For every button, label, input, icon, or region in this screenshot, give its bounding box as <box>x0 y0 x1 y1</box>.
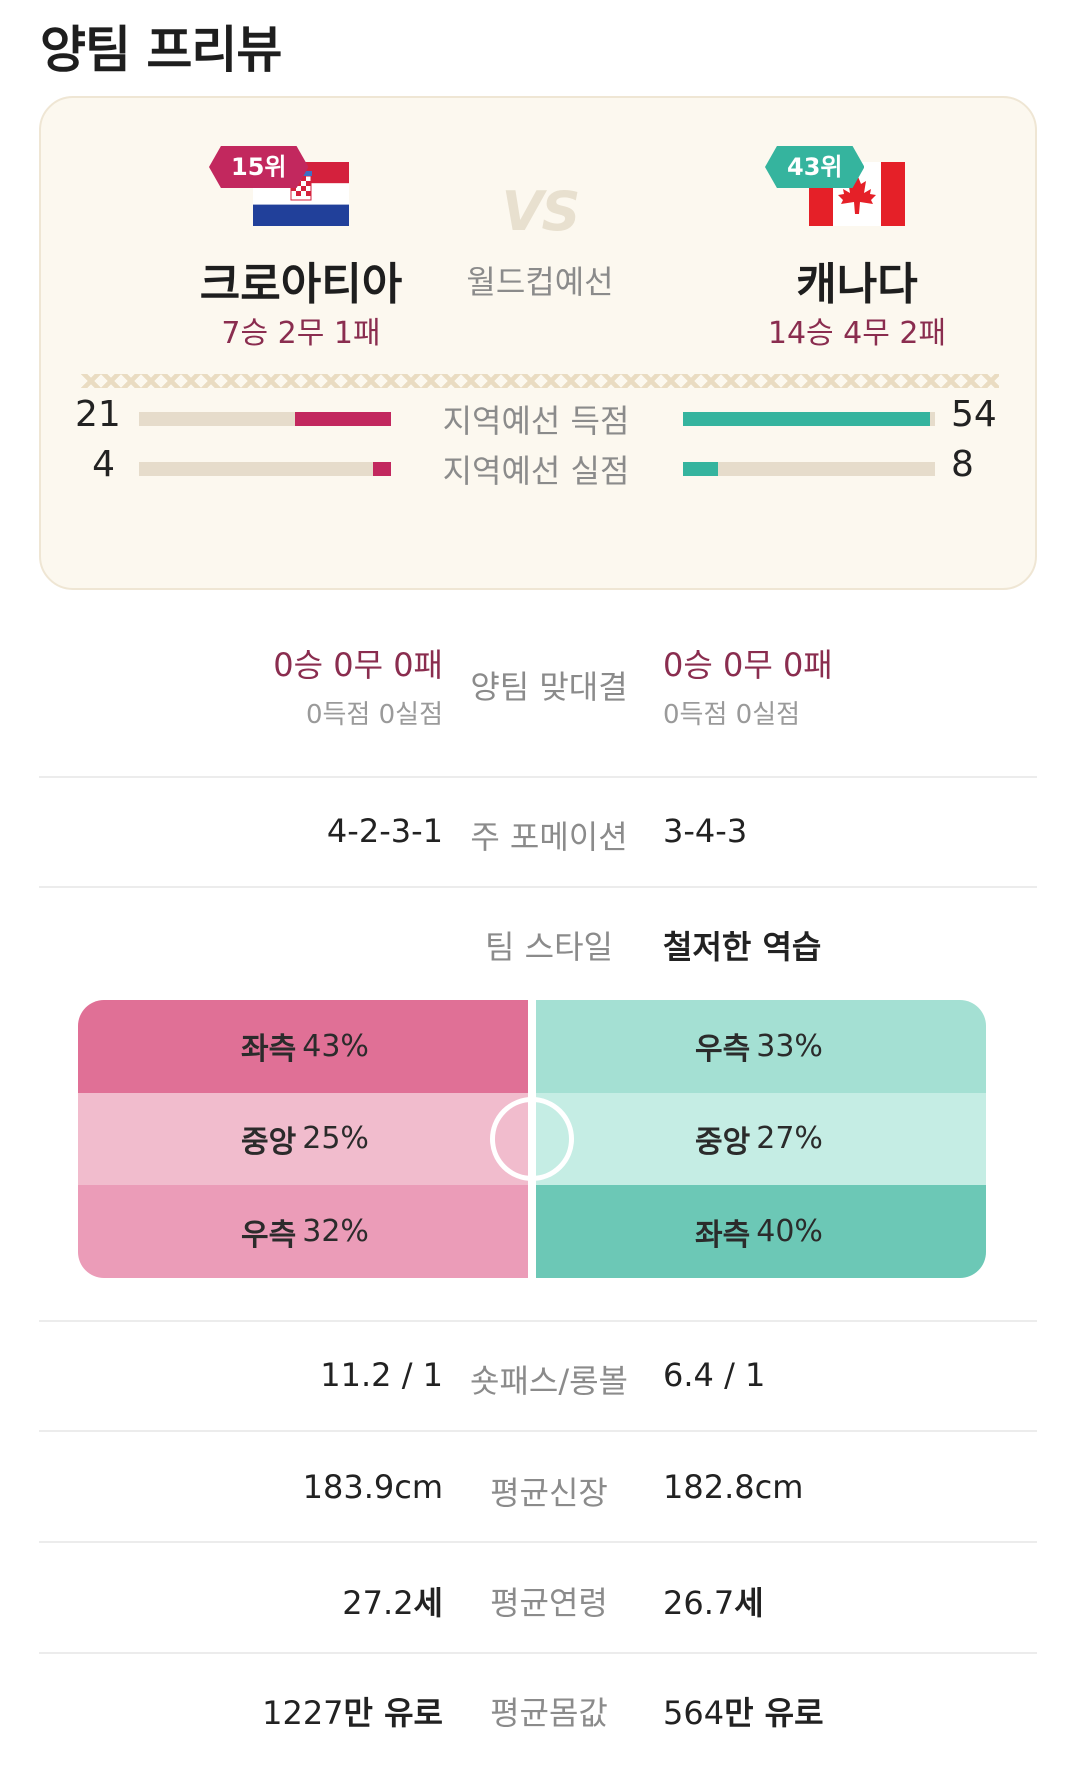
home-goals-against: 4 <box>92 444 115 485</box>
home-zone: 좌측 43% <box>78 1000 532 1093</box>
home-h2h-record: 0승 0무 0패 <box>273 646 443 684</box>
divider-pattern <box>81 374 999 388</box>
away-avg-value: 564만 유로 <box>663 1694 824 1732</box>
home-attack-zones: 좌측 43% 중앙 25% 우측 32% <box>78 1000 532 1278</box>
away-formation: 3-4-3 <box>663 812 748 850</box>
pass-ratio-label: 숏패스/롱볼 <box>470 1362 628 1400</box>
away-h2h-goals: 0득점 0실점 <box>663 700 801 730</box>
match-card: 15위 <box>39 96 1037 590</box>
away-team-record: 14승 4무 2패 <box>767 316 947 351</box>
away-zone: 우측 33% <box>532 1000 986 1093</box>
home-avg-value: 1227만 유로 <box>262 1694 443 1732</box>
attack-direction-field: 좌측 43% 중앙 25% 우측 32% 우측 33% 중앙 27% 좌측 40% <box>78 1000 986 1278</box>
home-goals-for: 21 <box>75 394 121 435</box>
stat-row-goals-against: 4 지역예선 실점 8 <box>41 444 1039 490</box>
formation-label: 주 포메이션 <box>470 818 628 856</box>
away-attack-zones: 우측 33% 중앙 27% 좌측 40% <box>532 1000 986 1278</box>
away-goals-for: 54 <box>951 394 997 435</box>
home-pass-ratio: 11.2 / 1 <box>320 1356 443 1394</box>
home-team-record: 7승 2무 1패 <box>221 316 381 351</box>
away-zone: 중앙 27% <box>532 1092 986 1186</box>
home-h2h-goals: 0득점 0실점 <box>305 700 443 730</box>
stat-row-goals-for: 21 지역예선 득점 54 <box>41 394 1039 440</box>
goals-against-label: 지역예선 실점 <box>442 452 630 490</box>
away-goals-against-bar <box>683 462 935 476</box>
field-center-circle <box>490 1097 574 1181</box>
vs-block: VS 월드컵예선 <box>440 180 640 303</box>
home-goals-for-bar <box>139 412 391 426</box>
away-goals-against: 8 <box>951 444 974 485</box>
home-goals-against-bar <box>139 462 391 476</box>
away-avg-age: 26.7세 <box>663 1584 764 1622</box>
home-avg-age: 27.2세 <box>342 1584 443 1622</box>
home-h2h: 0승 0무 0패 0득점 0실점 <box>273 640 443 731</box>
away-pass-ratio: 6.4 / 1 <box>663 1356 766 1394</box>
vs-label: VS <box>501 180 581 243</box>
team-style-label: 팀 스타일 <box>485 928 613 966</box>
away-team-style: 철저한 역습 <box>663 928 822 966</box>
avg-age-label: 평균연령 <box>490 1584 608 1622</box>
away-avg-height: 182.8cm <box>663 1468 804 1506</box>
home-goals-for-fill <box>295 412 391 426</box>
divider <box>39 1541 1037 1543</box>
away-goals-for-fill <box>683 412 930 426</box>
home-rank-badge: 15위 <box>209 146 309 188</box>
goals-for-label: 지역예선 득점 <box>442 402 630 440</box>
away-goals-against-fill <box>683 462 719 476</box>
home-team-name: 크로아티아 <box>199 259 403 310</box>
divider <box>39 1320 1037 1322</box>
pass-ratio-row: 11.2 / 1 숏패스/롱볼 6.4 / 1 <box>39 1356 1037 1400</box>
avg-height-row: 183.9cm 평균신장 182.8cm <box>39 1468 1037 1512</box>
avg-height-label: 평균신장 <box>490 1474 608 1512</box>
formation-row: 4-2-3-1 주 포메이션 3-4-3 <box>39 812 1037 856</box>
home-avg-height: 183.9cm <box>302 1468 443 1506</box>
competition-label: 월드컵예선 <box>466 263 614 301</box>
avg-value-row: 1227만 유로 평균몸값 564만 유로 <box>39 1688 1037 1732</box>
divider <box>39 776 1037 778</box>
page-title: 양팀 프리뷰 <box>40 21 282 79</box>
divider <box>39 1652 1037 1654</box>
away-h2h: 0승 0무 0패 0득점 0실점 <box>663 640 833 731</box>
team-style-row: 팀 스타일 철저한 역습 <box>39 922 1037 966</box>
divider <box>39 886 1037 888</box>
avg-age-row: 27.2세 평균연령 26.7세 <box>39 1578 1037 1622</box>
away-rank-badge: 43위 <box>765 146 865 188</box>
head-to-head-row: 0승 0무 0패 0득점 0실점 양팀 맞대결 0승 0무 0패 0득점 0실점 <box>39 640 1037 730</box>
home-zone: 우측 32% <box>78 1185 532 1278</box>
home-formation: 4-2-3-1 <box>326 812 443 850</box>
home-zone: 중앙 25% <box>78 1092 532 1186</box>
home-goals-against-fill <box>373 462 391 476</box>
head-to-head-label: 양팀 맞대결 <box>470 668 628 706</box>
away-goals-for-bar <box>683 412 935 426</box>
away-zone: 좌측 40% <box>532 1185 986 1278</box>
away-h2h-record: 0승 0무 0패 <box>663 646 833 684</box>
divider <box>39 1430 1037 1432</box>
away-team-name: 캐나다 <box>796 259 918 310</box>
avg-value-label: 평균몸값 <box>490 1694 608 1732</box>
